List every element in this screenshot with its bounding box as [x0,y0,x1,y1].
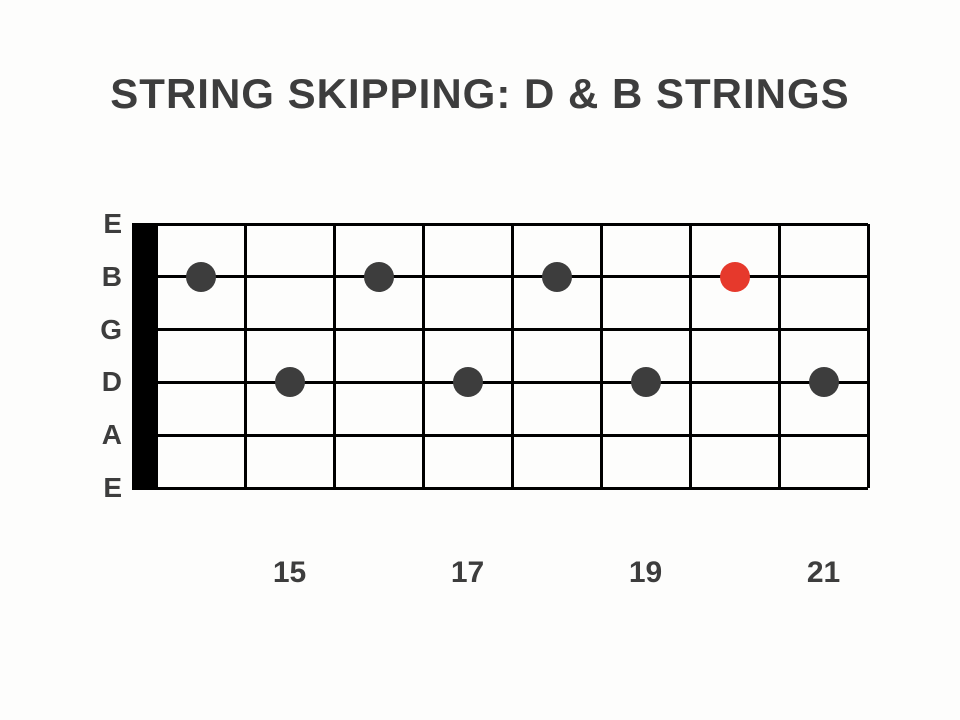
fret-line [333,224,336,488]
string-line [132,381,868,384]
diagram-container: STRING SKIPPING: D & B STRINGS EBGDAE151… [0,0,960,720]
string-label: E [92,472,122,504]
string-line [132,275,868,278]
string-label: G [92,314,122,346]
string-line [132,487,868,490]
fretboard [132,224,868,488]
fret-line [244,224,247,488]
string-label: D [92,366,122,398]
string-label: E [92,208,122,240]
fret-line [867,224,870,488]
string-line [132,434,868,437]
fret-line [422,224,425,488]
note-dot [186,262,216,292]
fretboard-nut [132,224,156,488]
note-dot [364,262,394,292]
diagram-title: STRING SKIPPING: D & B STRINGS [0,70,960,118]
fret-number-label: 17 [438,556,498,590]
string-label: B [92,261,122,293]
fret-line [689,224,692,488]
note-dot [275,367,305,397]
note-dot [631,367,661,397]
note-dot [809,367,839,397]
fret-number-label: 21 [794,556,854,590]
fret-line [600,224,603,488]
fret-line [511,224,514,488]
note-dot [453,367,483,397]
string-line [132,223,868,226]
note-dot [542,262,572,292]
fret-line [155,224,158,488]
fret-line [778,224,781,488]
fret-number-label: 19 [616,556,676,590]
string-line [132,328,868,331]
fret-number-label: 15 [260,556,320,590]
string-label: A [92,419,122,451]
note-dot-highlight [720,262,750,292]
